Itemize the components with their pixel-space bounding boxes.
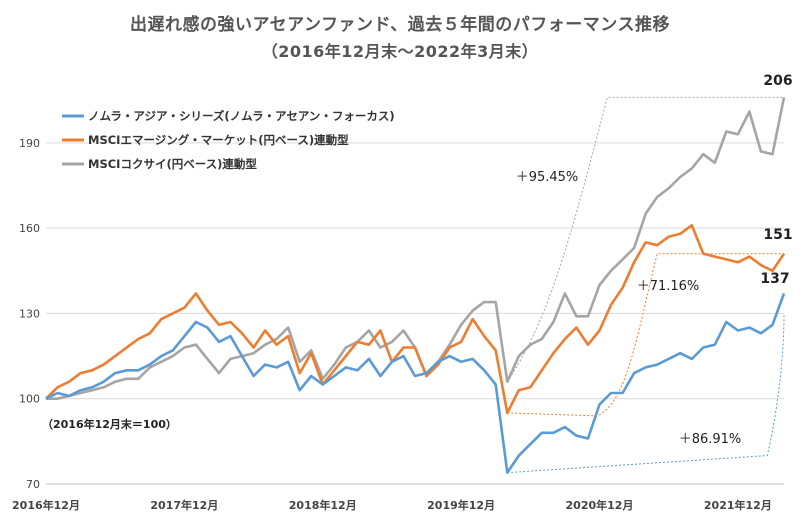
y-tick-label: 70	[26, 478, 40, 491]
legend-label: ノムラ・アジア・シリーズ(ノムラ・アセアン・フォーカス)	[88, 109, 395, 123]
end-value-label: 137	[760, 271, 789, 287]
end-value-label: 206	[763, 73, 792, 89]
y-tick-label: 130	[19, 307, 40, 320]
legend-label: MSCIエマージング・マーケット(円ベース)連動型	[88, 133, 349, 147]
x-tick-label: 2021年12月	[704, 498, 772, 512]
growth-annotation: ＋95.45%	[516, 170, 579, 185]
y-tick-label: 160	[19, 222, 40, 235]
y-tick-label: 190	[19, 137, 40, 150]
x-tick-label: 2018年12月	[289, 498, 357, 512]
x-tick-label: 2020年12月	[566, 498, 634, 512]
x-tick-label: 2017年12月	[150, 498, 218, 512]
growth-bracket-1	[507, 253, 784, 417]
series-line-1	[45, 224, 786, 415]
x-tick-label: 2016年12月	[12, 498, 80, 512]
chart-title: 出遅れ感の強いアセアンファンド、過去５年間のパフォーマンス推移	[130, 15, 670, 35]
legend-label: MSCIコクサイ(円ベース)連動型	[88, 157, 257, 171]
growth-bracket-0	[507, 313, 785, 474]
y-tick-label: 100	[19, 393, 40, 406]
base-note: （2016年12月末＝100）	[42, 417, 177, 431]
growth-annotation: ＋86.91%	[679, 432, 742, 447]
end-value-label: 151	[763, 227, 792, 243]
series-line-0	[45, 293, 786, 474]
growth-bracket-2	[506, 96, 784, 382]
growth-annotation: ＋71.16%	[637, 279, 700, 294]
chart-subtitle: （2016年12月末～2022年3月末）	[261, 42, 539, 61]
x-tick-label: 2019年12月	[427, 498, 495, 512]
